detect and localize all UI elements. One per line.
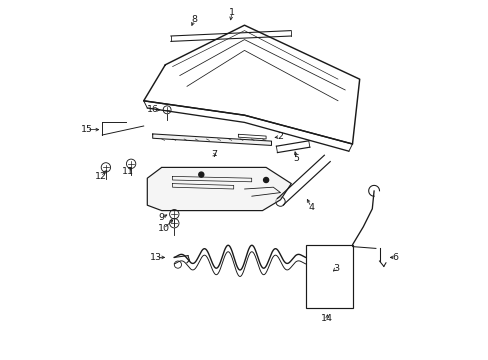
Text: 14: 14 — [321, 314, 333, 323]
Text: 12: 12 — [94, 172, 106, 181]
Text: 2: 2 — [277, 132, 283, 141]
Text: 8: 8 — [191, 15, 197, 24]
Text: 10: 10 — [157, 224, 169, 233]
Polygon shape — [147, 167, 291, 211]
Circle shape — [263, 177, 268, 183]
Polygon shape — [152, 134, 271, 145]
Text: 9: 9 — [159, 213, 164, 222]
Text: 7: 7 — [210, 150, 217, 159]
Bar — [305, 245, 352, 308]
Text: 16: 16 — [146, 105, 159, 114]
Circle shape — [199, 172, 203, 177]
Text: 1: 1 — [228, 8, 234, 17]
Text: 11: 11 — [121, 166, 133, 175]
Text: 3: 3 — [332, 264, 339, 273]
Text: 13: 13 — [150, 253, 162, 262]
Text: 5: 5 — [293, 154, 299, 163]
Text: 15: 15 — [81, 125, 93, 134]
Text: 6: 6 — [392, 253, 398, 262]
Text: 4: 4 — [307, 202, 313, 211]
